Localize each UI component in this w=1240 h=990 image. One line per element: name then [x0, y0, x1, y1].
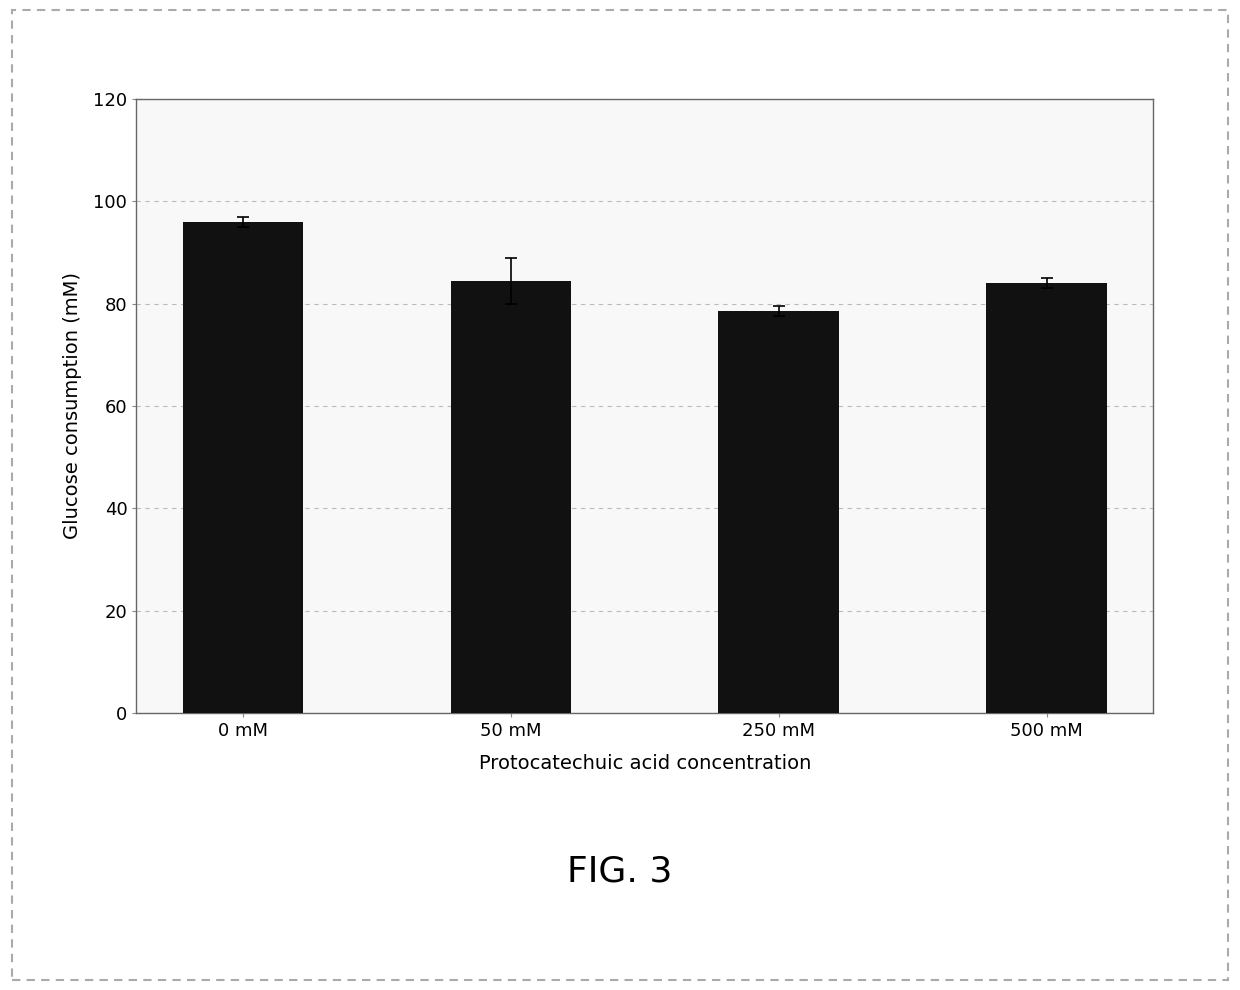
Bar: [450, 280, 572, 713]
Y-axis label: Glucose consumption (mM): Glucose consumption (mM): [63, 272, 82, 540]
Text: FIG. 3: FIG. 3: [568, 854, 672, 888]
X-axis label: Protocatechuic acid concentration: Protocatechuic acid concentration: [479, 753, 811, 773]
Bar: [182, 222, 304, 713]
Bar: [986, 283, 1107, 713]
Bar: [718, 311, 839, 713]
